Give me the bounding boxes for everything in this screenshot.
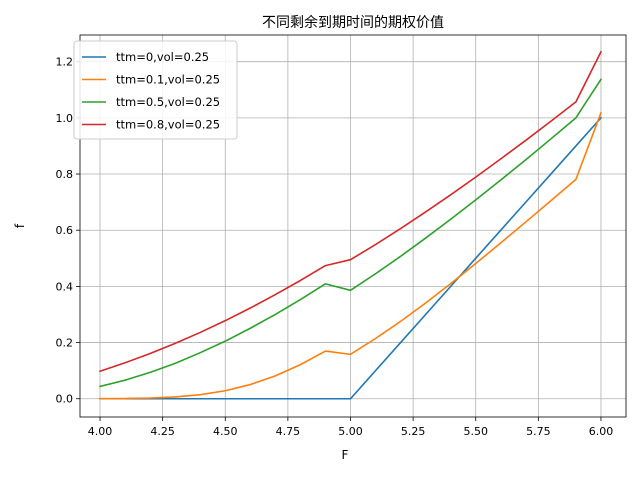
y-tick-label: 0.4 <box>56 280 74 293</box>
y-tick-label: 0.8 <box>56 168 74 181</box>
legend: ttm=0,vol=0.25 ttm=0.1,vol=0.25 ttm=0.5,vo… <box>73 40 238 140</box>
legend-label: ttm=0.1,vol=0.25 <box>116 73 220 87</box>
series-line-1 <box>99 116 603 400</box>
series-lines <box>99 50 603 400</box>
x-axis-ticks: 4.00 4.25 4.50 4.75 5.00 5.25 5.50 5.75 6.00 <box>88 417 613 438</box>
y-tick-label: 1.0 <box>56 112 74 125</box>
series-line-3 <box>99 78 603 388</box>
y-axis-ticks: 0.0 0.2 0.4 0.6 0.8 1.0 1.2 <box>56 56 80 406</box>
y-axis-label: f <box>13 223 27 228</box>
x-tick-label: 5.75 <box>526 425 551 438</box>
x-tick-label: 5.25 <box>401 425 426 438</box>
legend-label: ttm=0.8,vol=0.25 <box>116 118 220 132</box>
x-tick-label: 5.50 <box>463 425 488 438</box>
x-tick-label: 6.00 <box>589 425 614 438</box>
y-tick-label: 0.0 <box>56 393 74 406</box>
series-line-2 <box>99 111 602 400</box>
grid <box>80 35 626 417</box>
legend-label: ttm=0.5,vol=0.25 <box>116 95 220 109</box>
y-tick-label: 0.2 <box>56 337 74 350</box>
x-tick-label: 4.25 <box>150 425 175 438</box>
y-tick-label: 1.2 <box>56 56 74 69</box>
x-tick-label: 5.00 <box>338 425 363 438</box>
x-tick-label: 4.75 <box>276 425 301 438</box>
legend-label: ttm=0,vol=0.25 <box>116 50 209 64</box>
x-tick-label: 4.50 <box>213 425 238 438</box>
x-tick-label: 4.00 <box>88 425 113 438</box>
plot-frame <box>79 34 627 418</box>
y-tick-label: 0.6 <box>56 224 74 237</box>
series-line-4 <box>99 50 603 373</box>
chart-title: 不同剩余到期时间的期权价值 <box>262 14 444 31</box>
x-axis-label: F <box>342 448 349 462</box>
legend-box <box>73 40 238 140</box>
